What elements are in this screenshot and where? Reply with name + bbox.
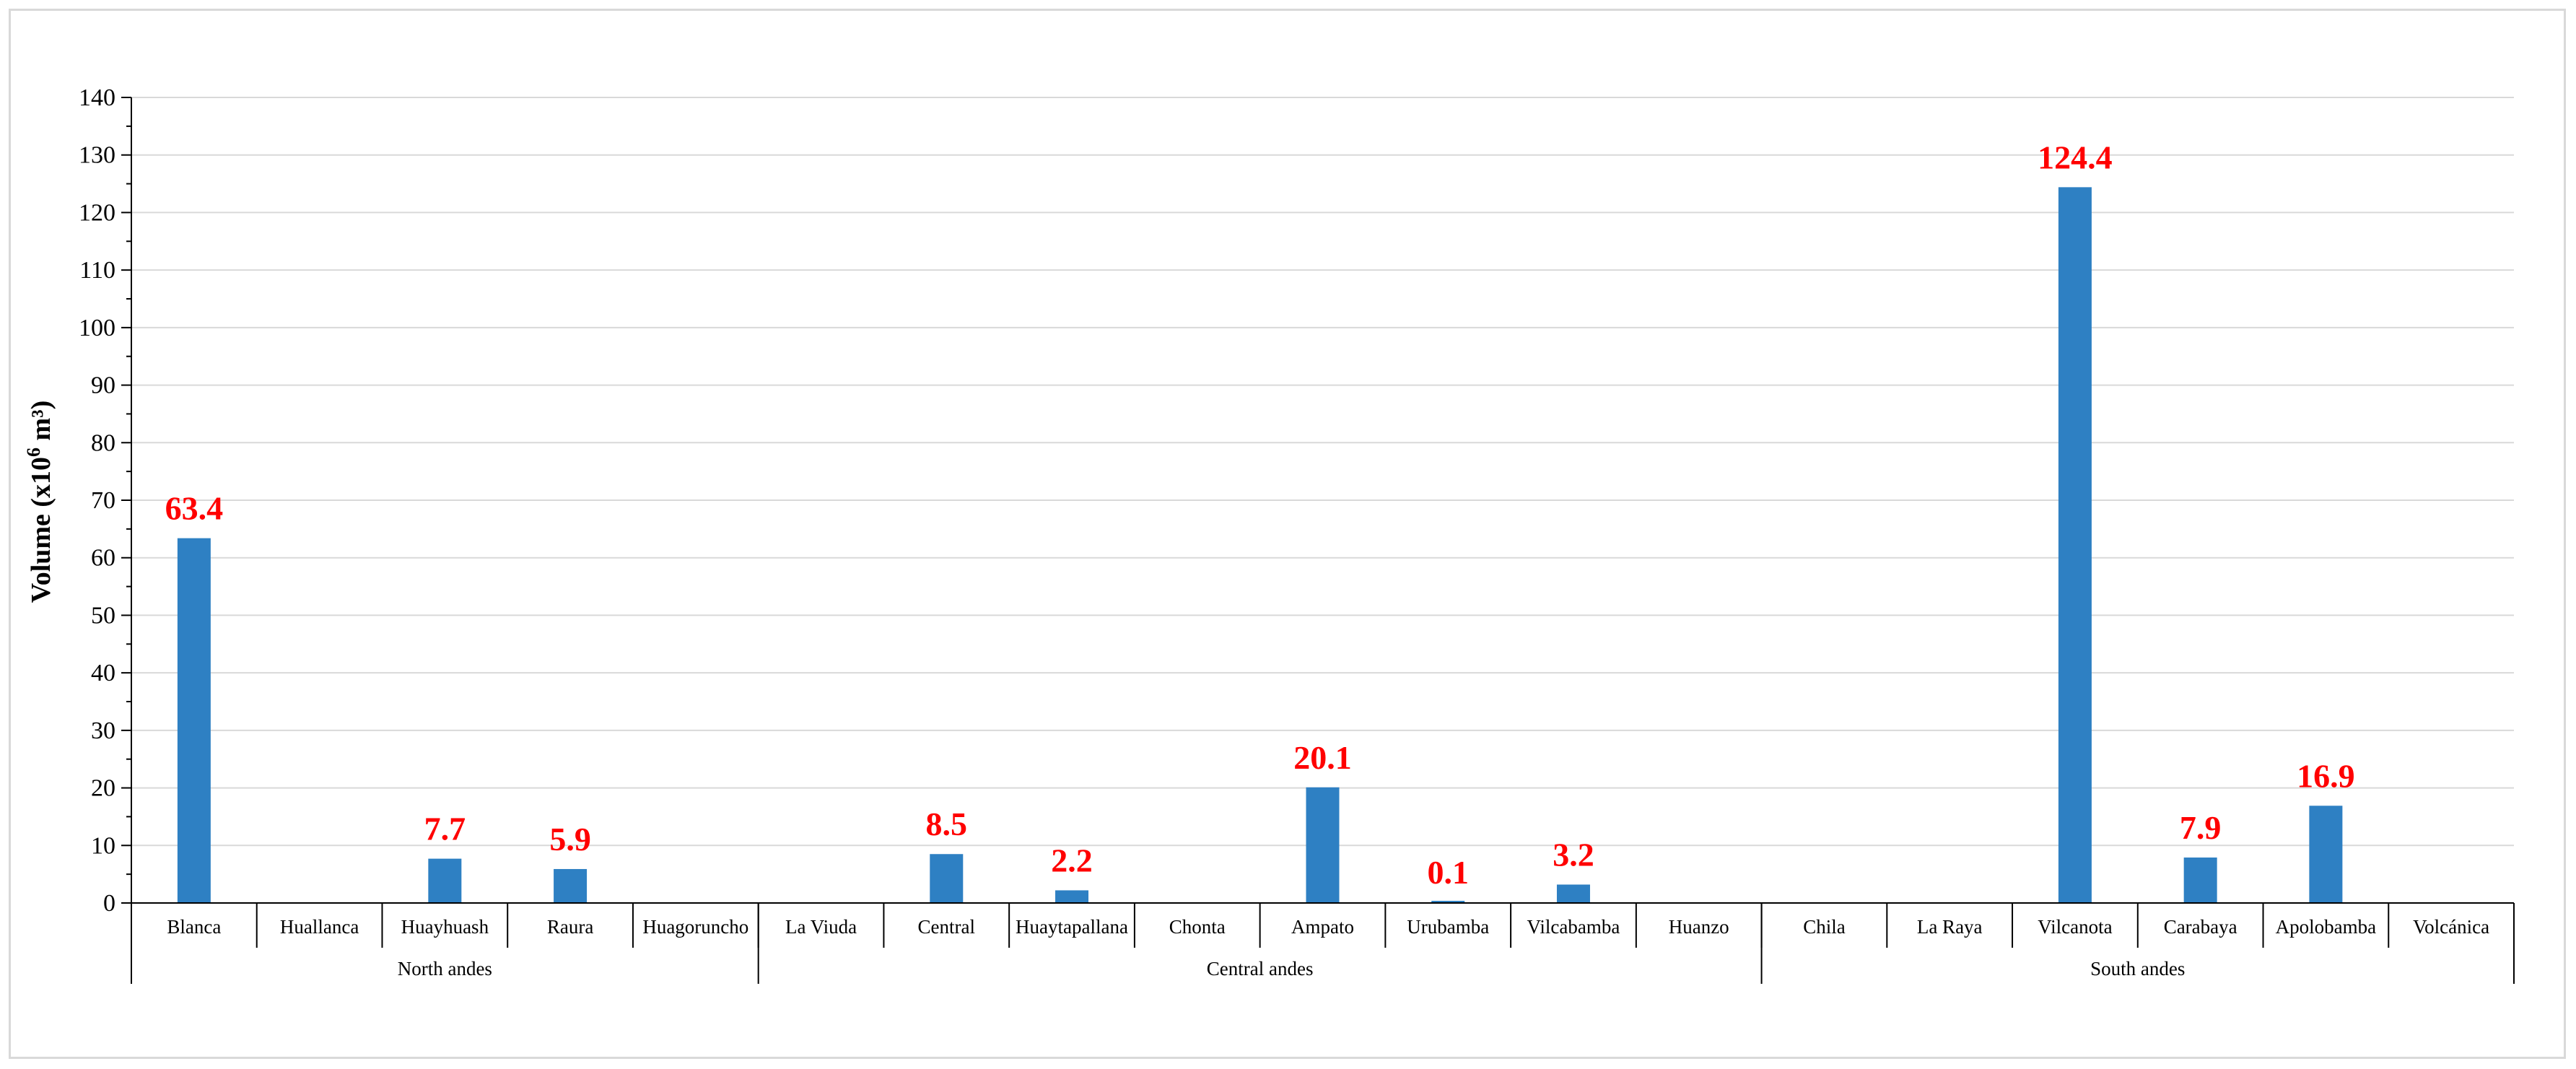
x-group-label: North andes (398, 958, 492, 979)
y-tick-label: 60 (91, 545, 115, 572)
y-tick-label: 110 (79, 257, 115, 284)
y-tick-label: 0 (103, 890, 115, 917)
x-category-label: Vilcabamba (1527, 916, 1620, 938)
chart-frame: 0 10 20 30 40 50 60 70 80 90 100 110 120 130 140 Blanc… (9, 9, 2566, 1059)
data-label: 63.4 (165, 490, 224, 527)
x-category-label: Huayhuash (401, 916, 489, 938)
x-category-labels: Blanca Huallanca Huayhuash Raura Huagoruncho… (167, 916, 2489, 938)
y-tick-label: 130 (79, 142, 115, 169)
gridlines (131, 97, 2514, 847)
bar (2183, 858, 2217, 903)
bar (1306, 787, 1340, 903)
bar (428, 858, 462, 903)
x-category-label: Huallanca (280, 916, 359, 938)
y-axis-title-main: Volume (x10 (26, 457, 56, 603)
x-category-label: Blanca (167, 916, 221, 938)
x-category-label: Carabaya (2164, 916, 2237, 938)
x-group-label: Central andes (1207, 958, 1314, 979)
x-category-label: Apolobamba (2276, 916, 2376, 938)
x-category-label: Huagoruncho (642, 916, 748, 938)
x-category-label: Vilcanota (2038, 916, 2112, 938)
y-tick-label: 140 (79, 84, 115, 111)
x-category-label: Ampato (1291, 916, 1354, 938)
bar (177, 538, 211, 903)
y-tick-label: 20 (91, 775, 115, 802)
bar (930, 854, 964, 903)
y-tick-label: 100 (79, 315, 115, 341)
y-axis-title: Volume (x106 m³) (23, 401, 56, 603)
bar (2058, 187, 2092, 904)
y-tick-label: 70 (91, 487, 115, 514)
x-category-label: Volcánica (2413, 916, 2489, 938)
chart: 0 10 20 30 40 50 60 70 80 90 100 110 120 130 140 Blanc… (23, 84, 2515, 984)
bar (1556, 884, 1590, 903)
data-label: 5.9 (549, 821, 591, 858)
bar (1431, 901, 1465, 903)
axes (121, 97, 2515, 984)
bars (177, 187, 2343, 904)
x-category-label: La Raya (1917, 916, 1983, 938)
data-label: 20.1 (1293, 739, 1352, 776)
y-tick-label: 30 (91, 717, 115, 744)
y-tick-label: 80 (91, 429, 115, 456)
bar (2309, 806, 2343, 903)
x-group-labels: North andes Central andes South andes (398, 958, 2186, 979)
y-tick-labels: 0 10 20 30 40 50 60 70 80 90 100 110 120 130 140 (79, 84, 115, 917)
x-category-label: Urubamba (1407, 916, 1489, 938)
x-category-label: Chonta (1169, 916, 1226, 938)
bar (554, 868, 588, 903)
data-labels: 63.4 7.7 5.9 8.5 2.2 20.1 0.1 3.2 124.4 7.9 16.9 (165, 139, 2355, 891)
x-category-label: Chila (1803, 916, 1846, 938)
y-axis-title-tail: m³) (26, 401, 56, 448)
x-group-label: South andes (2090, 958, 2185, 979)
x-category-label: Huanzo (1669, 916, 1729, 938)
data-label: 7.7 (424, 811, 466, 847)
y-tick-label: 50 (91, 602, 115, 629)
data-label: 8.5 (926, 806, 968, 842)
x-category-label: La Viuda (785, 916, 857, 938)
y-axis-title-superscript: 6 (23, 448, 44, 457)
y-tick-label: 120 (79, 199, 115, 226)
y-tick-label: 10 (91, 832, 115, 859)
y-tick-label: 90 (91, 372, 115, 399)
x-category-label: Raura (547, 916, 593, 938)
data-label: 2.2 (1051, 842, 1093, 878)
x-category-label: Huaytapallana (1016, 916, 1128, 938)
data-label: 7.9 (2180, 809, 2222, 846)
data-label: 124.4 (2038, 139, 2113, 175)
data-label: 3.2 (1553, 836, 1594, 873)
x-category-label: Central (918, 916, 975, 938)
bar (1055, 890, 1089, 903)
data-label: 0.1 (1427, 854, 1469, 891)
data-label: 16.9 (2297, 757, 2355, 794)
y-tick-label: 40 (91, 660, 115, 686)
